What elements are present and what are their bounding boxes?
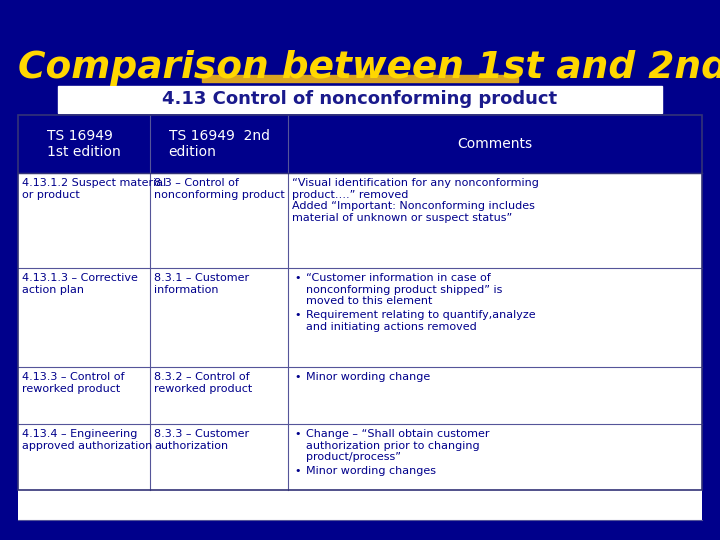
- Text: 8.3 – Control of
nonconforming product: 8.3 – Control of nonconforming product: [154, 178, 285, 200]
- Text: Comparison between 1st and 2nd edition: Comparison between 1st and 2nd edition: [18, 50, 720, 85]
- Text: TS 16949
1st edition: TS 16949 1st edition: [47, 129, 121, 159]
- Text: 8.3.2 – Control of
reworked product: 8.3.2 – Control of reworked product: [154, 372, 252, 394]
- Text: 8.3.3 – Customer
authorization: 8.3.3 – Customer authorization: [154, 429, 249, 450]
- Text: Requirement relating to quantify,analyze
and initiating actions removed: Requirement relating to quantify,analyze…: [306, 310, 536, 332]
- Text: •: •: [294, 372, 301, 382]
- Text: 8.3.1 – Customer
information: 8.3.1 – Customer information: [154, 273, 249, 295]
- Text: •: •: [294, 310, 301, 321]
- Text: 4.13.4 – Engineering
approved authorization: 4.13.4 – Engineering approved authorizat…: [22, 429, 152, 450]
- Text: Minor wording changes: Minor wording changes: [306, 467, 436, 476]
- Text: Comments: Comments: [457, 137, 533, 151]
- Text: Minor wording change: Minor wording change: [306, 372, 431, 382]
- Text: TS 16949  2nd
edition: TS 16949 2nd edition: [168, 129, 269, 159]
- Text: •: •: [294, 467, 301, 476]
- Text: 4.13.3 – Control of
reworked product: 4.13.3 – Control of reworked product: [22, 372, 125, 394]
- Text: 4.13.1.3 – Corrective
action plan: 4.13.1.3 – Corrective action plan: [22, 273, 138, 295]
- Text: •: •: [294, 273, 301, 283]
- Text: Change – “Shall obtain customer
authorization prior to changing
product/process”: Change – “Shall obtain customer authoriz…: [306, 429, 490, 462]
- Text: •: •: [294, 429, 301, 439]
- Text: “Visual identification for any nonconforming
product….” removed
Added “Important: “Visual identification for any nonconfor…: [292, 178, 539, 223]
- Text: 4.13 Control of nonconforming product: 4.13 Control of nonconforming product: [163, 91, 557, 109]
- Text: “Customer information in case of
nonconforming product shipped” is
moved to this: “Customer information in case of nonconf…: [306, 273, 503, 306]
- Text: 4.13.1.2 Suspect material
or product: 4.13.1.2 Suspect material or product: [22, 178, 166, 200]
